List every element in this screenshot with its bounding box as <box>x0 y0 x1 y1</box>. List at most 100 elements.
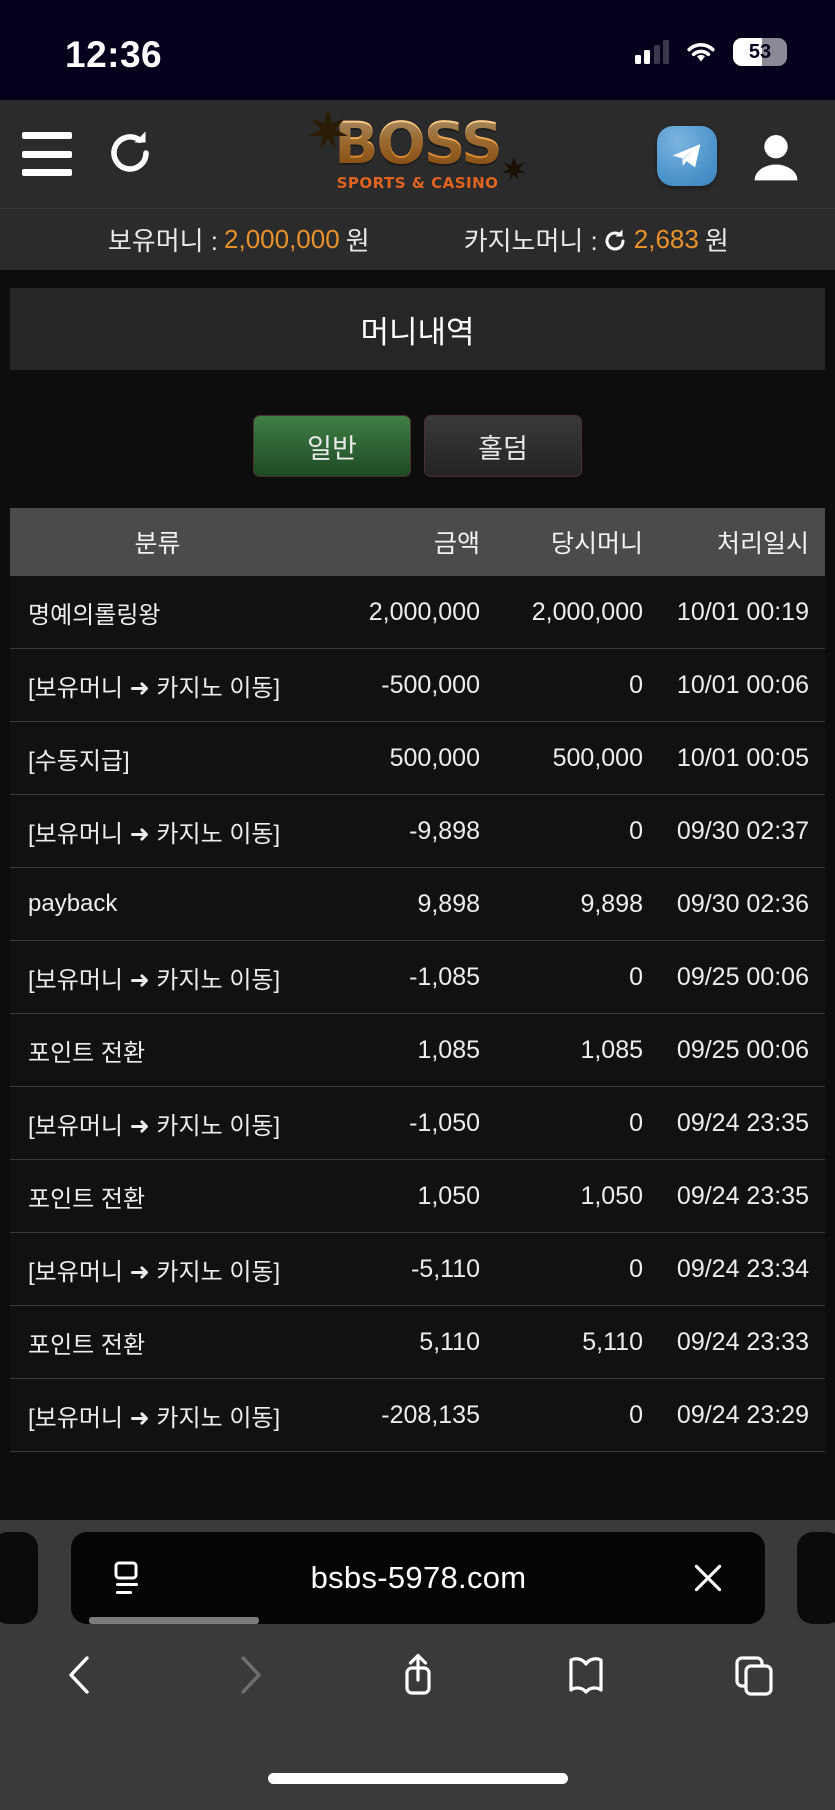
table-row[interactable]: [보유머니 ➜ 카지노 이동] -500,000 0 10/01 00:06 <box>10 649 825 722</box>
adjacent-tab-left[interactable] <box>0 1532 38 1624</box>
table-row[interactable]: 포인트 전환 1,085 1,085 09/25 00:06 <box>10 1014 825 1087</box>
cell-date: 09/30 02:37 <box>676 816 809 845</box>
logo-subtitle: SPORTS & CASINO <box>336 173 499 192</box>
money-summary-bar: 보유머니 : 2,000,000 원 카지노머니 : 2,683 원 <box>0 208 835 270</box>
casino-money-unit: 원 <box>704 226 729 256</box>
table-row[interactable]: [보유머니 ➜ 카지노 이동] -9,898 0 09/30 02:37 <box>10 795 825 868</box>
table-row[interactable]: 포인트 전환 1,050 1,050 09/24 23:35 <box>10 1160 825 1233</box>
casino-money[interactable]: 카지노머니 : 2,683 원 <box>418 221 776 258</box>
page-title: 머니내역 <box>10 288 825 370</box>
telegram-icon[interactable] <box>657 126 717 186</box>
column-header-type: 분류 <box>134 530 181 558</box>
reader-view-icon[interactable] <box>109 1558 149 1598</box>
column-header-date: 처리일시 <box>716 530 809 558</box>
cell-amount: -1,050 <box>409 1108 480 1137</box>
cell-amount: -9,898 <box>409 816 480 845</box>
site-logo[interactable]: BOSS SPORTS & CASINO <box>293 108 543 200</box>
column-header-amount: 금액 <box>433 530 480 558</box>
holding-money-amount: 2,000,000 <box>224 224 340 254</box>
cell-date: 09/24 23:33 <box>676 1327 809 1356</box>
page-content: 머니내역 일반 홀덤 분류 금액 당시머니 처리일시 명예의롤링왕 2,000,… <box>0 270 835 1520</box>
page-load-progress <box>88 1617 259 1624</box>
cell-date: 10/01 00:19 <box>676 597 809 626</box>
logo-star-small-icon <box>501 156 527 182</box>
cell-date: 09/24 23:34 <box>676 1254 809 1283</box>
cell-money: 9,898 <box>580 889 643 918</box>
cell-money: 0 <box>629 1108 643 1137</box>
cell-type: [보유머니 ➜ 카지노 이동] <box>28 1112 281 1140</box>
cell-amount: -5,110 <box>410 1254 480 1283</box>
cell-money: 5,110 <box>582 1327 643 1356</box>
cell-amount: 5,110 <box>419 1327 480 1356</box>
logo-star-icon <box>307 108 349 150</box>
logo-wordmark: BOSS <box>334 109 502 178</box>
table-row[interactable]: 포인트 전환 5,110 5,110 09/24 23:33 <box>10 1306 825 1379</box>
browser-chrome: bsbs-5978.com <box>0 1520 835 1810</box>
status-bar: 12:36 53 <box>0 0 835 100</box>
tabs-icon[interactable] <box>725 1646 783 1704</box>
table-row[interactable]: [보유머니 ➜ 카지노 이동] -5,110 0 09/24 23:34 <box>10 1233 825 1306</box>
cell-date: 10/01 00:06 <box>676 670 809 699</box>
table-row[interactable]: [수동지급] 500,000 500,000 10/01 00:05 <box>10 722 825 795</box>
cell-type: payback <box>28 890 118 917</box>
cell-amount: 500,000 <box>389 743 480 772</box>
cell-date: 09/24 23:29 <box>676 1400 809 1429</box>
cell-type: [보유머니 ➜ 카지노 이동] <box>28 674 281 702</box>
table-row[interactable]: [보유머니 ➜ 카지노 이동] -208,135 0 09/24 23:29 <box>10 1379 825 1452</box>
table-header-row: 분류 금액 당시머니 처리일시 <box>10 508 825 576</box>
column-header-money: 당시머니 <box>550 530 643 558</box>
cellular-signal-icon <box>634 40 669 64</box>
cell-money: 500,000 <box>552 743 643 772</box>
cell-money: 1,085 <box>580 1035 643 1064</box>
cell-date: 09/30 02:36 <box>676 889 809 918</box>
refresh-icon[interactable] <box>104 127 156 179</box>
user-account-icon[interactable] <box>745 126 807 188</box>
table-row[interactable]: [보유머니 ➜ 카지노 이동] -1,085 0 09/25 00:06 <box>10 941 825 1014</box>
casino-money-refresh-icon[interactable] <box>604 228 628 252</box>
back-icon[interactable] <box>52 1646 110 1704</box>
share-icon[interactable] <box>389 1646 447 1704</box>
browser-toolbar <box>0 1624 835 1704</box>
holding-money-unit: 원 <box>345 226 370 256</box>
tab-general[interactable]: 일반 <box>253 415 411 477</box>
cell-money: 0 <box>629 816 643 845</box>
casino-money-amount: 2,683 <box>633 224 699 254</box>
url-text: bsbs-5978.com <box>310 1560 527 1595</box>
cell-type: [수동지급] <box>28 747 130 775</box>
cell-type: 포인트 전환 <box>28 1039 146 1067</box>
table-row[interactable]: 명예의롤링왕 2,000,000 2,000,000 10/01 00:19 <box>10 576 825 649</box>
cell-amount: -208,135 <box>381 1400 480 1429</box>
hamburger-menu-icon[interactable] <box>22 132 72 176</box>
table-row[interactable]: [보유머니 ➜ 카지노 이동] -1,050 0 09/24 23:35 <box>10 1087 825 1160</box>
cell-money: 2,000,000 <box>531 597 643 626</box>
cell-date: 09/24 23:35 <box>676 1181 809 1210</box>
table-row[interactable]: payback 9,898 9,898 09/30 02:36 <box>10 868 825 941</box>
cell-amount: -500,000 <box>381 670 480 699</box>
cell-date: 09/25 00:06 <box>676 962 809 991</box>
browser-tab-strip: bsbs-5978.com <box>0 1520 835 1624</box>
forward-icon <box>220 1646 278 1704</box>
battery-icon: 53 <box>733 38 787 66</box>
close-tab-icon[interactable] <box>689 1559 727 1597</box>
cell-date: 10/01 00:05 <box>676 743 809 772</box>
url-bar[interactable]: bsbs-5978.com <box>70 1532 765 1624</box>
adjacent-tab-right[interactable] <box>797 1532 835 1624</box>
tab-holdem[interactable]: 홀덤 <box>424 415 582 477</box>
site-header: BOSS SPORTS & CASINO <box>0 100 835 208</box>
bookmarks-icon[interactable] <box>557 1646 615 1704</box>
cell-type: 명예의롤링왕 <box>28 601 161 629</box>
cell-money: 0 <box>629 670 643 699</box>
cell-type: 포인트 전환 <box>28 1185 146 1213</box>
cell-date: 09/25 00:06 <box>676 1035 809 1064</box>
cell-money: 0 <box>629 962 643 991</box>
holding-money[interactable]: 보유머니 : 2,000,000 원 <box>60 221 418 258</box>
cell-type: [보유머니 ➜ 카지노 이동] <box>28 820 281 848</box>
home-indicator <box>267 1773 568 1784</box>
battery-level: 53 <box>748 41 772 63</box>
money-history-table: 분류 금액 당시머니 처리일시 명예의롤링왕 2,000,000 2,000,0… <box>10 508 825 1452</box>
casino-money-label: 카지노머니 : <box>463 226 598 256</box>
holding-money-label: 보유머니 : <box>107 226 219 256</box>
cell-amount: 1,050 <box>417 1181 480 1210</box>
cell-amount: 9,898 <box>417 889 480 918</box>
